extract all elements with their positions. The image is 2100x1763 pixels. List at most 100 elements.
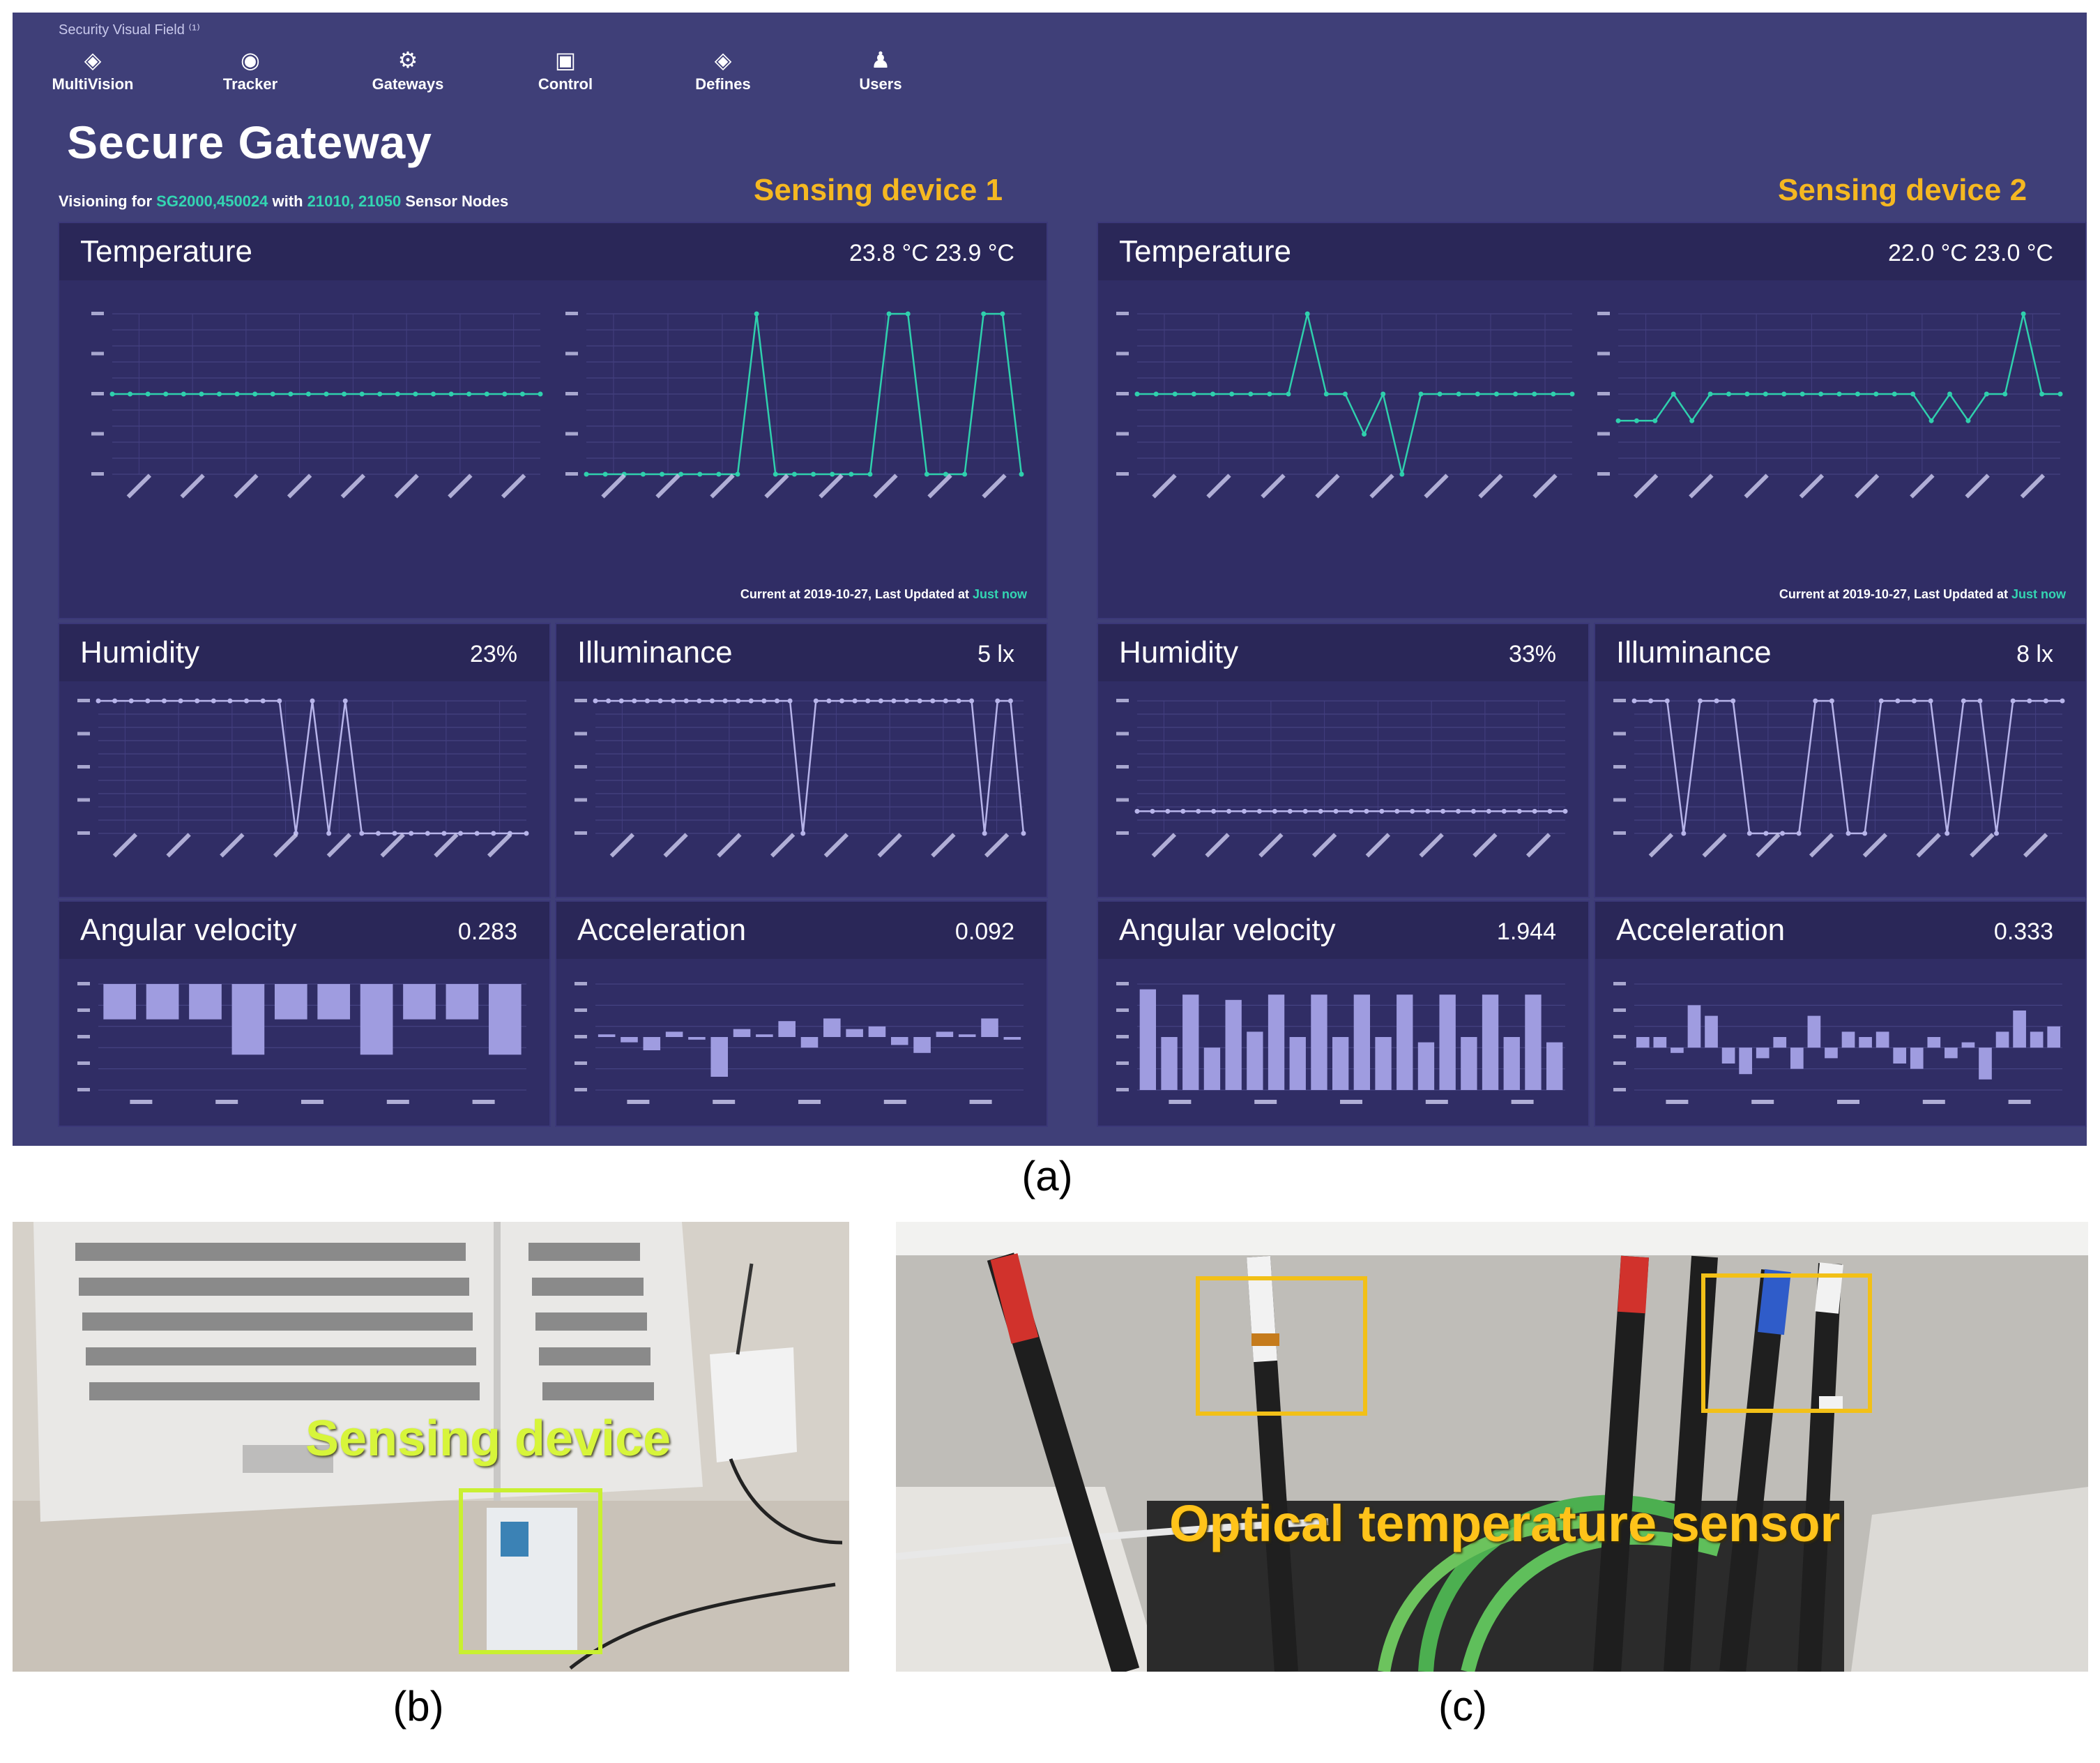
x-tick-label (663, 833, 688, 858)
data-point (956, 698, 961, 704)
temperature-panel-device-2: Temperature 22.0 °C 23.0 °C Current at 2… (1097, 222, 2087, 619)
x-tick-label (386, 1100, 409, 1104)
x-tick-label (1809, 833, 1834, 858)
data-point (1362, 432, 1367, 437)
y-tick-label (1116, 312, 1129, 315)
data-point (1744, 391, 1750, 397)
bar (360, 984, 393, 1055)
bar (189, 984, 222, 1020)
y-tick-label (1116, 798, 1129, 802)
data-point (640, 471, 646, 477)
data-point (1493, 391, 1499, 397)
bar (1671, 1047, 1684, 1053)
data-point (1410, 808, 1415, 814)
x-tick-label (1862, 833, 1888, 858)
bar (643, 1037, 661, 1050)
data-point (754, 311, 759, 317)
data-point (1364, 808, 1369, 814)
temperature-panel-device-1: Temperature 23.8 °C 23.9 °C Current at 2… (58, 222, 1048, 619)
x-tick-label (1206, 474, 1231, 499)
x-tick-label (326, 833, 352, 858)
bar (1773, 1037, 1787, 1048)
bar (1859, 1037, 1872, 1048)
x-tick-label (1365, 833, 1391, 858)
data-point (1846, 831, 1851, 836)
bar (1353, 994, 1371, 1090)
data-point (1196, 808, 1201, 814)
bar (823, 1018, 841, 1037)
data-point (1707, 391, 1713, 397)
panel-title: Illuminance (577, 635, 733, 669)
data-point (904, 698, 910, 704)
data-point (1248, 391, 1254, 397)
users-icon: ♟ (870, 47, 891, 73)
data-point (584, 471, 589, 477)
y-tick-label (1116, 432, 1129, 436)
sensor-highlight-box-right (1701, 1273, 1872, 1413)
data-point (1547, 808, 1553, 814)
panel-title: Angular velocity (80, 913, 297, 947)
y-tick-label (1613, 699, 1626, 702)
x-tick-label (1205, 833, 1230, 858)
nav-item-control[interactable]: ▣ Control (513, 46, 618, 93)
nav-item-gateways[interactable]: ⚙ Gateways (356, 46, 460, 93)
nav-item-multivision[interactable]: ◈ MultiVision (40, 46, 145, 93)
target-icon: ◉ (241, 47, 260, 73)
page-title: Secure Gateway (67, 116, 432, 168)
data-point (1348, 808, 1354, 814)
panel-title: Temperature (1119, 234, 1292, 268)
bar (1311, 994, 1327, 1090)
photo-sensing-device: Sensing device (13, 1222, 849, 1672)
top-nav: ◈ MultiVision ◉ Tracker ⚙ Gateways ▣ Con… (40, 46, 947, 109)
bar (1961, 1042, 1975, 1048)
x-tick-label (1424, 474, 1449, 499)
nav-item-defines[interactable]: ◈ Defines (671, 46, 775, 93)
data-point (1470, 808, 1476, 814)
angular-velocity-chart (1116, 982, 1565, 1104)
series-line (1137, 313, 1572, 475)
device-1-heading: Sensing device 1 (754, 173, 1003, 207)
bar (1875, 1031, 1889, 1048)
angular-velocity-chart (77, 982, 526, 1104)
x-tick-label (1837, 1100, 1859, 1104)
y-tick-label (1613, 831, 1626, 835)
nav-item-users[interactable]: ♟ Users (828, 46, 933, 93)
data-point (474, 831, 480, 836)
x-tick-label (873, 474, 898, 499)
data-point (1440, 808, 1446, 814)
data-point (736, 698, 741, 704)
data-point (178, 698, 183, 704)
data-point (128, 391, 133, 397)
y-tick-label (1116, 1035, 1129, 1038)
nav-item-tracker[interactable]: ◉ Tracker (198, 46, 303, 93)
bar (1945, 1047, 1958, 1059)
data-point (2057, 391, 2063, 397)
bar (1203, 1047, 1221, 1090)
data-point (632, 698, 637, 704)
illuminance-value: 5 lx (977, 641, 1014, 667)
y-tick-label (1613, 1008, 1626, 1012)
data-point (1697, 698, 1703, 704)
data-point (839, 698, 845, 704)
data-point (791, 471, 797, 477)
data-point (1726, 391, 1731, 397)
x-tick-label (764, 474, 789, 499)
data-point (761, 698, 767, 704)
x-tick-label (1261, 474, 1286, 499)
data-point (2027, 698, 2032, 704)
y-tick-label (1597, 392, 1610, 395)
bar (146, 984, 179, 1020)
x-tick-label (877, 833, 902, 858)
panel-title: Angular velocity (1119, 913, 1336, 947)
panel-title: Acceleration (577, 913, 747, 947)
y-tick-label (1116, 472, 1129, 476)
bar (1439, 994, 1456, 1090)
x-tick-label (655, 474, 680, 499)
data-point (1242, 808, 1247, 814)
data-point (448, 391, 454, 397)
data-point (244, 698, 250, 704)
data-point (519, 391, 525, 397)
temperature-chart (1116, 311, 1575, 499)
bar (1927, 1037, 1941, 1048)
data-point (1873, 391, 1879, 397)
